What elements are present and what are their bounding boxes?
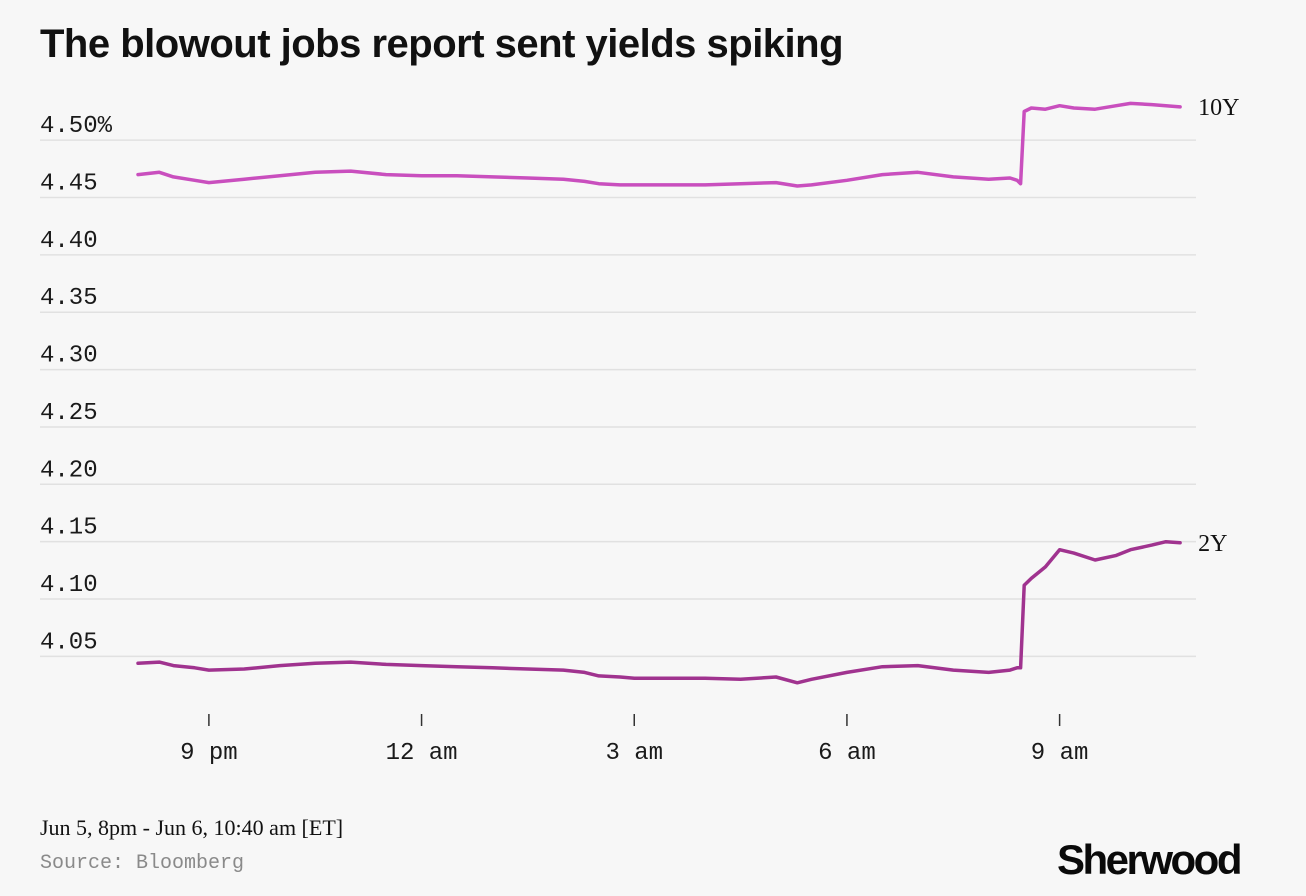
source-note: Source: Bloomberg [40, 852, 245, 875]
x-tick-label: 6 am [818, 740, 876, 767]
x-tick-label: 9 am [1031, 740, 1089, 767]
y-tick-label: 4.30 [40, 343, 98, 370]
y-axis-ticks: 4.05 4.10 4.15 4.20 4.25 4.30 4.35 4.40 4.45 4.50… [40, 113, 113, 656]
y-tick-label: 4.50% [40, 113, 113, 140]
brand-logo: Sherwood [1056, 836, 1243, 883]
x-tick-label: 9 pm [180, 740, 238, 767]
series-label-10y: 10Y [1198, 95, 1239, 121]
y-tick-label: 4.45 [40, 171, 98, 198]
y-tick-label: 4.40 [40, 228, 98, 255]
series-lines [136, 101, 1182, 685]
chart-title: The blowout jobs report sent yields spik… [40, 22, 844, 66]
y-tick-label: 4.35 [40, 285, 98, 312]
y-tick-label: 4.10 [40, 572, 98, 599]
series-label-2y: 2Y [1198, 531, 1227, 557]
gridlines [40, 139, 1196, 658]
series-labels: 10Y 2Y [1198, 95, 1239, 557]
y-tick-label: 4.15 [40, 515, 98, 542]
x-tick-label: 12 am [386, 740, 458, 767]
y-tick-label: 4.05 [40, 629, 98, 656]
x-tick-label: 3 am [605, 740, 663, 767]
y-tick-label: 4.20 [40, 457, 98, 484]
date-range: Jun 5, 8pm - Jun 6, 10:40 am [ET] [40, 815, 344, 840]
x-axis-ticks: 9 pm 12 am 3 am 6 am 9 am [180, 714, 1088, 767]
series-line-10y [136, 101, 1182, 188]
y-tick-label: 4.25 [40, 400, 98, 427]
series-line-2y [136, 539, 1182, 685]
